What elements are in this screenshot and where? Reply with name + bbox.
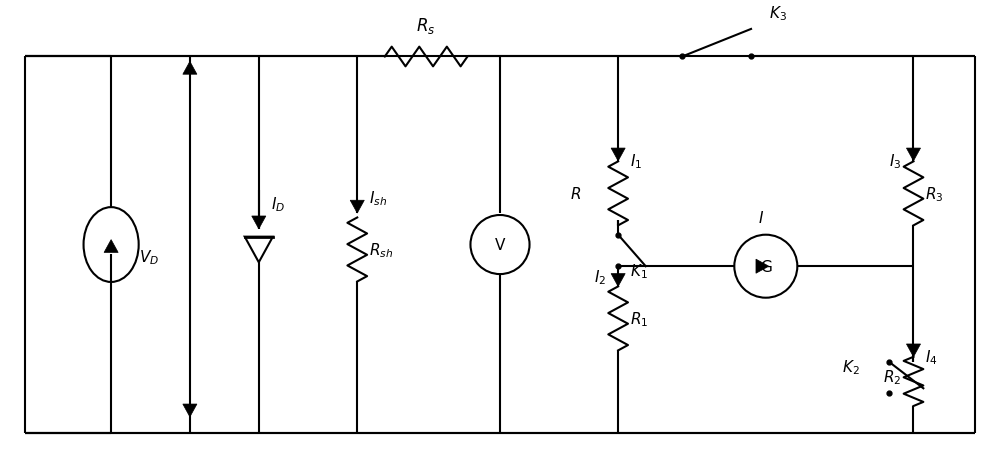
Polygon shape (104, 240, 118, 253)
Text: $V_D$: $V_D$ (139, 248, 159, 266)
Text: $I_1$: $I_1$ (630, 152, 642, 171)
Polygon shape (183, 404, 197, 417)
Polygon shape (906, 149, 921, 161)
Text: $I_2$: $I_2$ (594, 268, 606, 287)
Polygon shape (611, 274, 625, 287)
Polygon shape (183, 62, 197, 75)
Text: $K_2$: $K_2$ (842, 358, 859, 376)
Polygon shape (906, 344, 921, 357)
Text: $I_D$: $I_D$ (271, 194, 285, 213)
Text: $I_3$: $I_3$ (889, 152, 902, 171)
Polygon shape (245, 237, 273, 262)
Text: $I_{sh}$: $I_{sh}$ (369, 189, 387, 207)
Text: V: V (495, 238, 505, 253)
Polygon shape (756, 260, 769, 274)
Polygon shape (611, 149, 625, 161)
Text: $K_3$: $K_3$ (769, 5, 787, 23)
Text: $R_3$: $R_3$ (925, 184, 944, 203)
Text: $R$: $R$ (570, 186, 581, 202)
Text: $R_s$: $R_s$ (416, 16, 436, 36)
Polygon shape (252, 216, 266, 229)
Text: $R_2$: $R_2$ (883, 367, 902, 386)
Text: $I_4$: $I_4$ (925, 348, 938, 366)
Text: G: G (760, 259, 772, 274)
Text: $R_{sh}$: $R_{sh}$ (369, 240, 393, 259)
Text: $I$: $I$ (758, 209, 764, 226)
Text: $R_1$: $R_1$ (630, 309, 648, 328)
Polygon shape (350, 201, 364, 214)
Text: $K_1$: $K_1$ (630, 262, 648, 281)
